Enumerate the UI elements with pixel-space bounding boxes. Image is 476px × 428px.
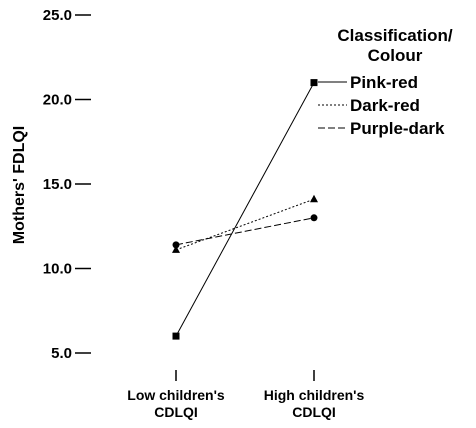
series-line-dark-red	[175, 198, 315, 251]
y-tick-label-2: 15.0	[43, 176, 72, 193]
series-lines	[175, 82, 315, 337]
y-axis: 5.0 10.0 15.0 20.0 25.0	[43, 7, 91, 362]
x-tick-label-1-1: CDLQI	[292, 404, 336, 420]
x-tick-label-0-0: Low children's	[127, 387, 225, 403]
legend-label-purple-dark: Purple-dark	[350, 119, 445, 138]
marker-purple-dark-1	[310, 214, 318, 222]
marker-dark-red-0	[172, 245, 180, 253]
marker-dark-red-1	[310, 194, 318, 203]
legend-title-line-1: Classification/	[337, 26, 453, 45]
legend-title-line-2: Colour	[368, 46, 423, 65]
y-tick-label-1: 10.0	[43, 261, 72, 278]
y-axis-title: Mothers' FDLQI	[11, 126, 28, 244]
legend-label-pink-red: Pink-red	[350, 73, 418, 92]
series-line-purple-dark	[175, 217, 315, 246]
marker-purple-dark-0	[172, 241, 180, 249]
series-markers	[172, 79, 318, 340]
marker-pink-red-0	[172, 332, 180, 340]
x-tick-label-0-1: CDLQI	[154, 404, 198, 420]
y-tick-label-0: 5.0	[51, 345, 72, 362]
legend-entries: Pink-red Dark-red Purple-dark	[318, 73, 445, 138]
legend: Classification/ Colour Pink-redDark-redP…	[318, 26, 453, 138]
y-tick-label-4: 25.0	[43, 7, 72, 24]
x-tick-label-1-0: High children's	[264, 387, 365, 403]
series-line-pink-red	[175, 82, 315, 337]
legend-label-dark-red: Dark-red	[350, 96, 420, 115]
marker-pink-red-1	[310, 79, 318, 87]
y-tick-label-3: 20.0	[43, 92, 72, 109]
